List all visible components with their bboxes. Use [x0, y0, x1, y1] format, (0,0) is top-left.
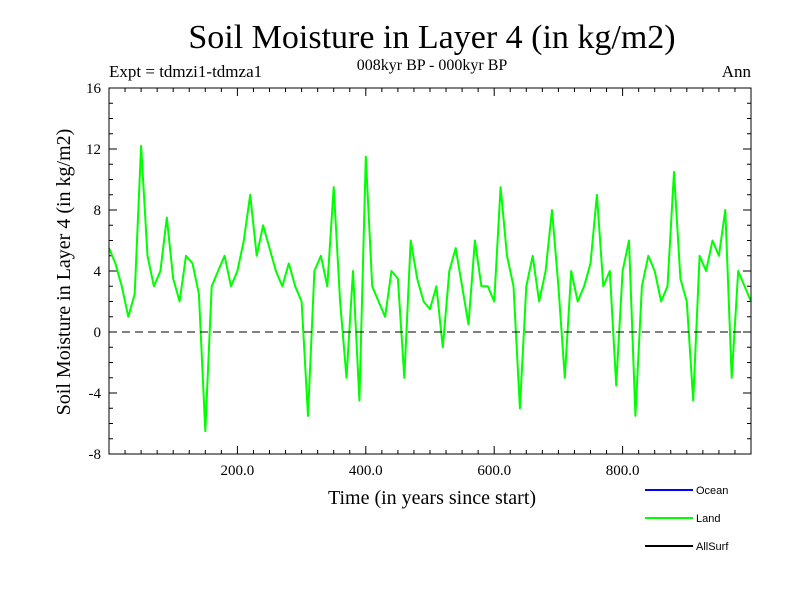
- axis-tick-labels: 200.0 400.0 600.0 800.0 -8 -4 0 4 8 12 16: [86, 81, 639, 479]
- x-tick-label: 400.0: [349, 463, 383, 479]
- axis-ticks: [109, 88, 751, 454]
- x-tick-label: 800.0: [606, 463, 640, 479]
- chart-subtitle: 008kyr BP - 000kyr BP: [357, 57, 508, 74]
- y-tick-label: -8: [89, 447, 102, 463]
- legend-label-ocean: Ocean: [696, 485, 728, 497]
- y-tick-label: 4: [94, 264, 102, 280]
- y-tick-label: 8: [94, 203, 102, 219]
- x-tick-label: 200.0: [221, 463, 255, 479]
- x-tick-label: 600.0: [477, 463, 511, 479]
- legend-label-land: Land: [696, 513, 720, 525]
- plot-frame: [108, 87, 752, 455]
- x-axis-label: Time (in years since start): [328, 487, 536, 509]
- chart-title: Soil Moisture in Layer 4 (in kg/m2): [188, 19, 675, 56]
- y-tick-label: 16: [86, 81, 102, 97]
- period-label: Ann: [722, 62, 752, 81]
- series-line-land: [108, 144, 752, 433]
- y-tick-label: -4: [89, 386, 102, 402]
- experiment-label: Expt = tdmzi1-tdmza1: [109, 62, 262, 81]
- legend-label-allsurf: AllSurf: [696, 541, 729, 553]
- y-axis-label: Soil Moisture in Layer 4 (in kg/m2): [53, 129, 75, 416]
- y-tick-label: 0: [94, 325, 102, 341]
- legend: Ocean Land AllSurf: [645, 485, 729, 553]
- series-lines: [108, 144, 752, 433]
- y-tick-label: 12: [86, 142, 101, 158]
